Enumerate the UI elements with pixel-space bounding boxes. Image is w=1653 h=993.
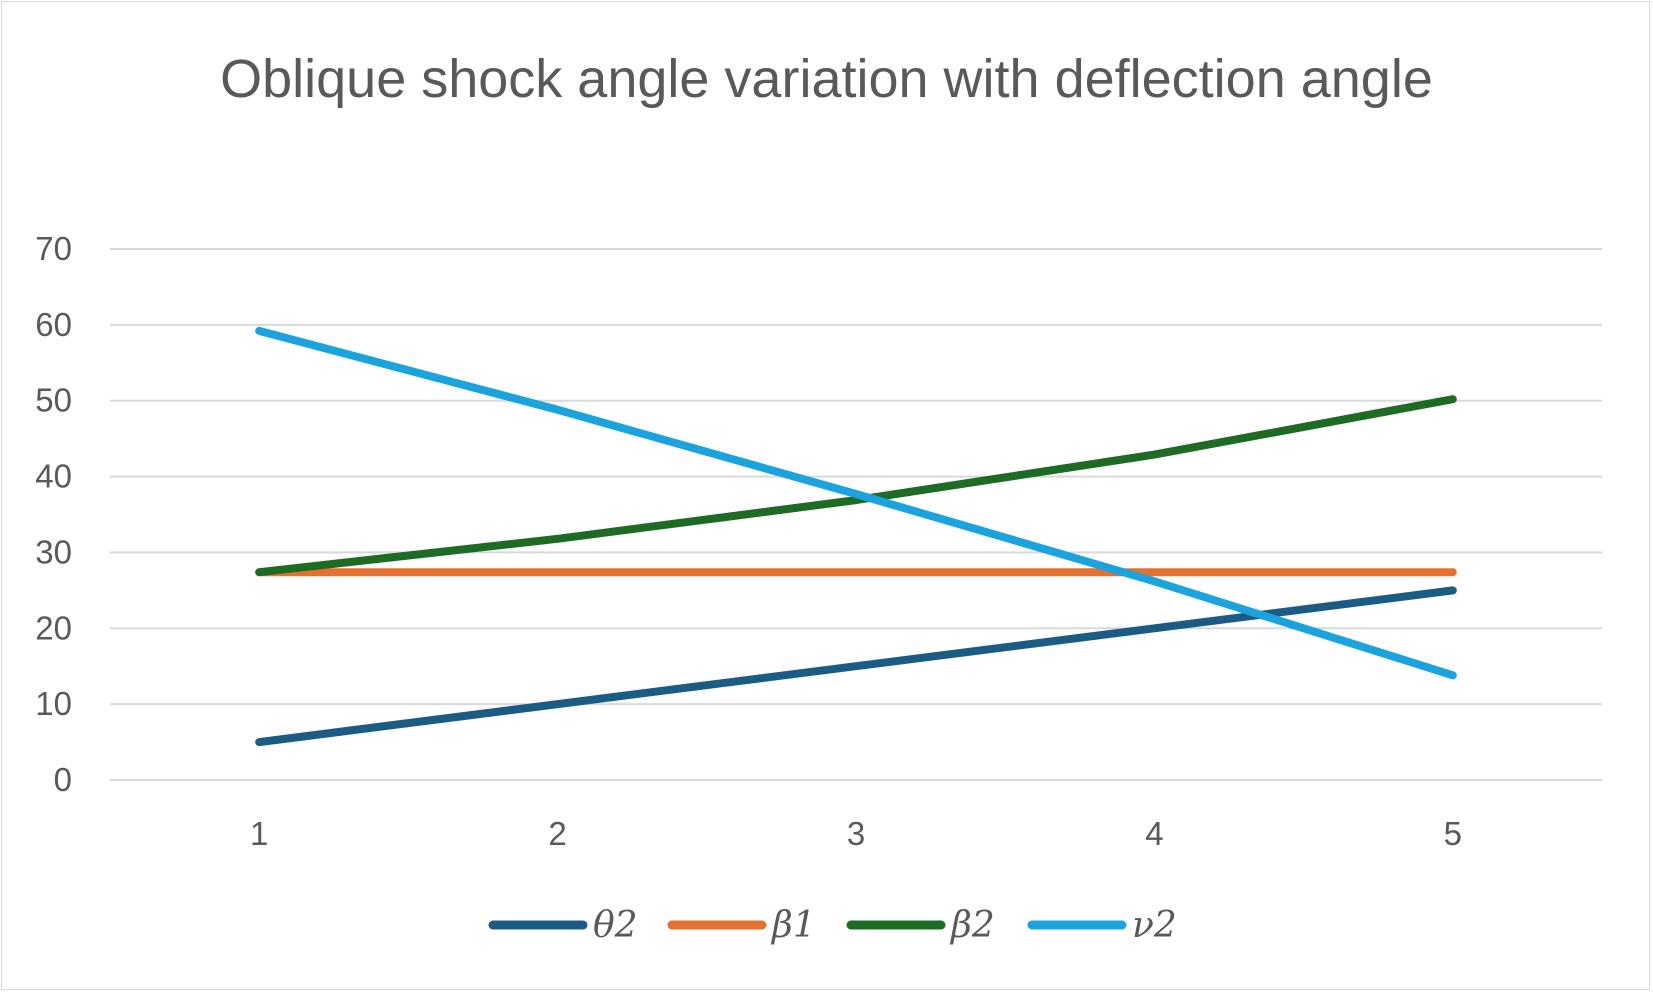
series-lines	[255, 326, 1457, 747]
series-line-2	[255, 395, 1457, 577]
x-tick-label: 3	[847, 815, 865, 852]
x-tick-label: 1	[250, 815, 268, 852]
chart-title: Oblique shock angle variation with defle…	[220, 49, 1433, 109]
y-tick-label: 10	[35, 685, 72, 722]
gridlines	[110, 248, 1602, 781]
legend-label: β1	[770, 905, 816, 946]
y-tick-label: 0	[54, 761, 72, 798]
y-axis-tick-labels: 0 10 20 30 40 50 60 70	[35, 230, 72, 798]
y-tick-label: 40	[35, 458, 72, 495]
legend-label: θ2	[593, 905, 638, 946]
legend: θ2 β1 β2 ν2	[488, 905, 1177, 946]
y-tick-label: 60	[35, 306, 72, 343]
y-tick-label: 70	[35, 230, 72, 267]
y-tick-label: 30	[35, 533, 72, 570]
legend-label: β2	[949, 905, 995, 946]
legend-label: ν2	[1132, 905, 1177, 946]
x-axis-tick-labels: 1 2 3 4 5	[250, 815, 1462, 852]
x-tick-label: 2	[548, 815, 566, 852]
x-tick-label: 4	[1145, 815, 1163, 852]
x-tick-label: 5	[1444, 815, 1462, 852]
y-tick-label: 20	[35, 609, 72, 646]
y-tick-label: 50	[35, 382, 72, 419]
